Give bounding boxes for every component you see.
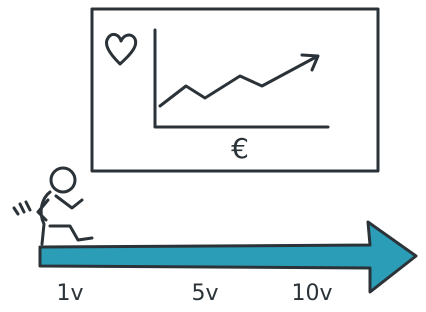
illustration: € 1v 5v 10v xyxy=(0,0,426,312)
board-axes xyxy=(155,30,328,127)
timeline-label: 1v xyxy=(56,281,83,306)
board-trend-line xyxy=(160,57,316,106)
currency-symbol: € xyxy=(231,132,249,165)
walking-figure xyxy=(14,168,92,244)
heart-icon xyxy=(107,34,136,64)
timeline-label: 10v xyxy=(291,281,332,306)
timeline-arrow xyxy=(40,222,416,292)
timeline-label: 5v xyxy=(191,281,218,306)
